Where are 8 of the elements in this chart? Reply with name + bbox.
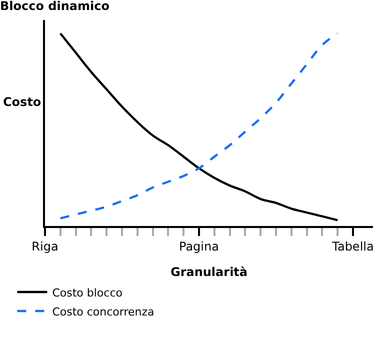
x-tick-label: Riga bbox=[32, 239, 58, 254]
chart-title: Blocco dinamico bbox=[0, 0, 110, 14]
x-axis-title: Granularità bbox=[170, 264, 248, 279]
x-tick-label: Pagina bbox=[179, 239, 219, 254]
legend-label: Costo concorrenza bbox=[52, 305, 154, 318]
y-axis-title: Costo bbox=[3, 95, 42, 109]
legend-label: Costo blocco bbox=[52, 286, 123, 300]
x-tick-label: Tabella bbox=[331, 239, 374, 254]
